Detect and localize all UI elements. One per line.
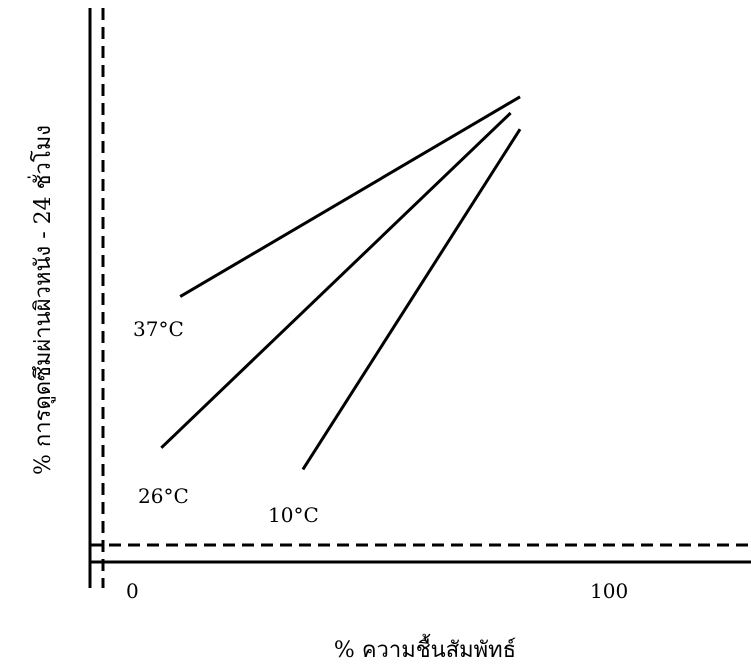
x-axis-title: % ความชื้นสัมพัทธ์ [334, 634, 516, 663]
series-line-26c [160, 111, 512, 449]
series-label-10c: 10°C [268, 503, 319, 527]
series-line-10c [301, 128, 522, 471]
series-line-37c [179, 95, 521, 298]
series-label-37c: 37°C [133, 317, 184, 341]
y-axis-title: % การดูดซึมผ่านผิวหนัง - 24 ชั่วโมง [27, 125, 56, 475]
x-tick-label-0: 0 [126, 579, 139, 603]
series-lines [160, 95, 522, 471]
x-tick-label-100: 100 [590, 579, 628, 603]
series-label-26c: 26°C [138, 484, 189, 508]
